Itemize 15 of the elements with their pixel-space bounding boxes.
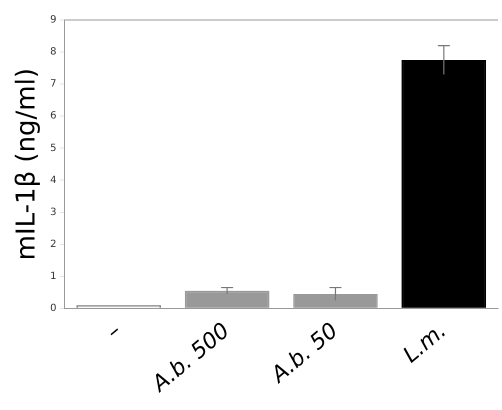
- x-tick-label: L.m.: [398, 318, 452, 368]
- x-tick-label: A.b. 50: [265, 318, 343, 390]
- x-tick-label: –: [102, 318, 126, 345]
- y-tick-label: 6: [50, 110, 57, 122]
- x-tick-label: A.b. 500: [146, 318, 235, 398]
- y-tick-label: 5: [50, 142, 57, 154]
- y-tick-label: 4: [50, 174, 57, 186]
- y-tick-label: 3: [50, 206, 57, 218]
- y-tick-label: 1: [50, 270, 57, 282]
- y-tick-label: 7: [50, 78, 57, 90]
- y-tick-label: 8: [50, 46, 57, 58]
- y-tick-label: 0: [50, 302, 57, 314]
- y-axis-title: mIL-1β (ng/ml): [11, 68, 42, 260]
- y-tick-label: 2: [50, 238, 57, 250]
- y-tick-label: 9: [50, 14, 57, 26]
